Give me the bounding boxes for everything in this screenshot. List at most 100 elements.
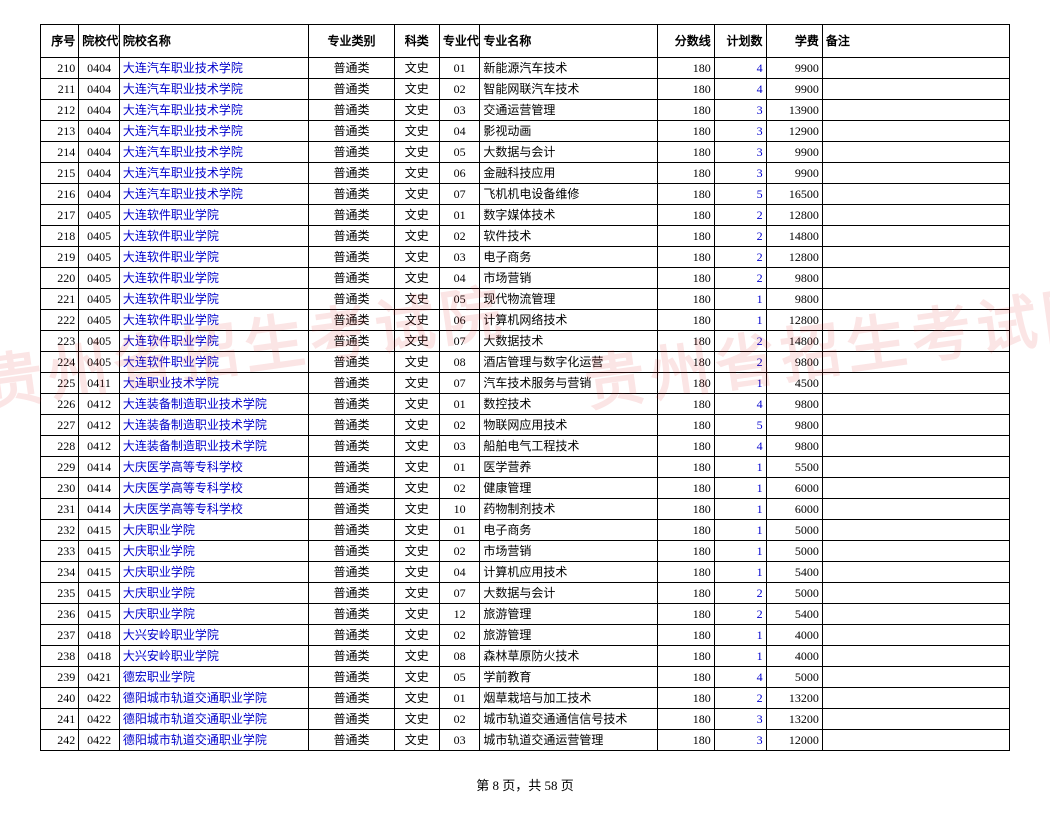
cell-code: 0405 (79, 247, 120, 268)
cell-note (822, 583, 1009, 604)
cell-school: 大连软件职业学院 (119, 289, 308, 310)
cell-note (822, 709, 1009, 730)
cell-major: 计算机应用技术 (480, 562, 658, 583)
cell-plan: 2 (714, 352, 766, 373)
cell-cat: 普通类 (309, 667, 395, 688)
table-row: 2140404大连汽车职业技术学院普通类文史05大数据与会计18039900 (41, 142, 1010, 163)
cell-cat: 普通类 (309, 520, 395, 541)
cell-major: 大数据与会计 (480, 583, 658, 604)
cell-plan: 1 (714, 373, 766, 394)
table-row: 2150404大连汽车职业技术学院普通类文史06金融科技应用18039900 (41, 163, 1010, 184)
pager-total: 58 (545, 778, 558, 793)
cell-school: 德宏职业学院 (119, 667, 308, 688)
cell-sub: 文史 (394, 415, 439, 436)
cell-mcode: 02 (439, 625, 480, 646)
col-plan: 计划数 (714, 25, 766, 58)
cell-sub: 文史 (394, 247, 439, 268)
cell-code: 0404 (79, 58, 120, 79)
cell-fee: 14800 (766, 331, 822, 352)
cell-cat: 普通类 (309, 688, 395, 709)
table-row: 2120404大连汽车职业技术学院普通类文史03交通运营管理180313900 (41, 100, 1010, 121)
cell-fee: 12900 (766, 121, 822, 142)
cell-fee: 5000 (766, 583, 822, 604)
col-seq: 序号 (41, 25, 79, 58)
cell-sub: 文史 (394, 100, 439, 121)
cell-major: 大数据与会计 (480, 142, 658, 163)
table-row: 2260412大连装备制造职业技术学院普通类文史01数控技术18049800 (41, 394, 1010, 415)
cell-mcode: 01 (439, 457, 480, 478)
cell-sub: 文史 (394, 667, 439, 688)
table-row: 2400422德阳城市轨道交通职业学院普通类文史01烟草栽培与加工技术18021… (41, 688, 1010, 709)
cell-cat: 普通类 (309, 331, 395, 352)
cell-fee: 14800 (766, 226, 822, 247)
cell-mcode: 03 (439, 247, 480, 268)
cell-school: 德阳城市轨道交通职业学院 (119, 688, 308, 709)
cell-score: 180 (658, 457, 714, 478)
cell-plan: 5 (714, 415, 766, 436)
cell-score: 180 (658, 499, 714, 520)
table-row: 2360415大庆职业学院普通类文史12旅游管理18025400 (41, 604, 1010, 625)
cell-fee: 9800 (766, 352, 822, 373)
cell-major: 森林草原防火技术 (480, 646, 658, 667)
cell-note (822, 100, 1009, 121)
cell-sub: 文史 (394, 58, 439, 79)
cell-score: 180 (658, 709, 714, 730)
cell-mcode: 01 (439, 394, 480, 415)
cell-fee: 16500 (766, 184, 822, 205)
table-row: 2110404大连汽车职业技术学院普通类文史02智能网联汽车技术18049900 (41, 79, 1010, 100)
cell-note (822, 436, 1009, 457)
cell-school: 大连软件职业学院 (119, 226, 308, 247)
cell-code: 0405 (79, 331, 120, 352)
cell-seq: 233 (41, 541, 79, 562)
table-row: 2230405大连软件职业学院普通类文史07大数据技术180214800 (41, 331, 1010, 352)
cell-mcode: 07 (439, 583, 480, 604)
table-row: 2130404大连汽车职业技术学院普通类文史04影视动画180312900 (41, 121, 1010, 142)
table-row: 2290414大庆医学高等专科学校普通类文史01医学营养18015500 (41, 457, 1010, 478)
cell-seq: 216 (41, 184, 79, 205)
cell-mcode: 04 (439, 562, 480, 583)
cell-major: 市场营销 (480, 541, 658, 562)
cell-plan: 1 (714, 646, 766, 667)
cell-sub: 文史 (394, 268, 439, 289)
table-row: 2310414大庆医学高等专科学校普通类文史10药物制剂技术18016000 (41, 499, 1010, 520)
cell-code: 0422 (79, 688, 120, 709)
cell-score: 180 (658, 268, 714, 289)
cell-seq: 226 (41, 394, 79, 415)
cell-sub: 文史 (394, 331, 439, 352)
cell-cat: 普通类 (309, 436, 395, 457)
cell-sub: 文史 (394, 625, 439, 646)
cell-major: 新能源汽车技术 (480, 58, 658, 79)
cell-school: 大连汽车职业技术学院 (119, 58, 308, 79)
cell-school: 大庆职业学院 (119, 583, 308, 604)
cell-fee: 4000 (766, 625, 822, 646)
cell-plan: 3 (714, 163, 766, 184)
cell-mcode: 02 (439, 79, 480, 100)
cell-note (822, 226, 1009, 247)
cell-school: 大兴安岭职业学院 (119, 625, 308, 646)
cell-sub: 文史 (394, 142, 439, 163)
cell-mcode: 03 (439, 100, 480, 121)
cell-mcode: 01 (439, 688, 480, 709)
cell-major: 交通运营管理 (480, 100, 658, 121)
cell-score: 180 (658, 667, 714, 688)
cell-score: 180 (658, 688, 714, 709)
cell-plan: 1 (714, 520, 766, 541)
cell-school: 大连装备制造职业技术学院 (119, 436, 308, 457)
cell-cat: 普通类 (309, 415, 395, 436)
cell-fee: 5500 (766, 457, 822, 478)
cell-seq: 242 (41, 730, 79, 751)
cell-school: 大庆职业学院 (119, 562, 308, 583)
cell-code: 0404 (79, 79, 120, 100)
cell-score: 180 (658, 121, 714, 142)
table-header-row: 序号 院校代码 院校名称 专业类别 科类 专业代码 专业名称 分数线 计划数 学… (41, 25, 1010, 58)
cell-fee: 5000 (766, 520, 822, 541)
cell-seq: 241 (41, 709, 79, 730)
cell-fee: 5400 (766, 562, 822, 583)
cell-mcode: 01 (439, 58, 480, 79)
col-sub: 科类 (394, 25, 439, 58)
cell-plan: 4 (714, 394, 766, 415)
table-row: 2280412大连装备制造职业技术学院普通类文史03船舶电气工程技术180498… (41, 436, 1010, 457)
cell-score: 180 (658, 310, 714, 331)
cell-note (822, 310, 1009, 331)
cell-major: 酒店管理与数字化运营 (480, 352, 658, 373)
